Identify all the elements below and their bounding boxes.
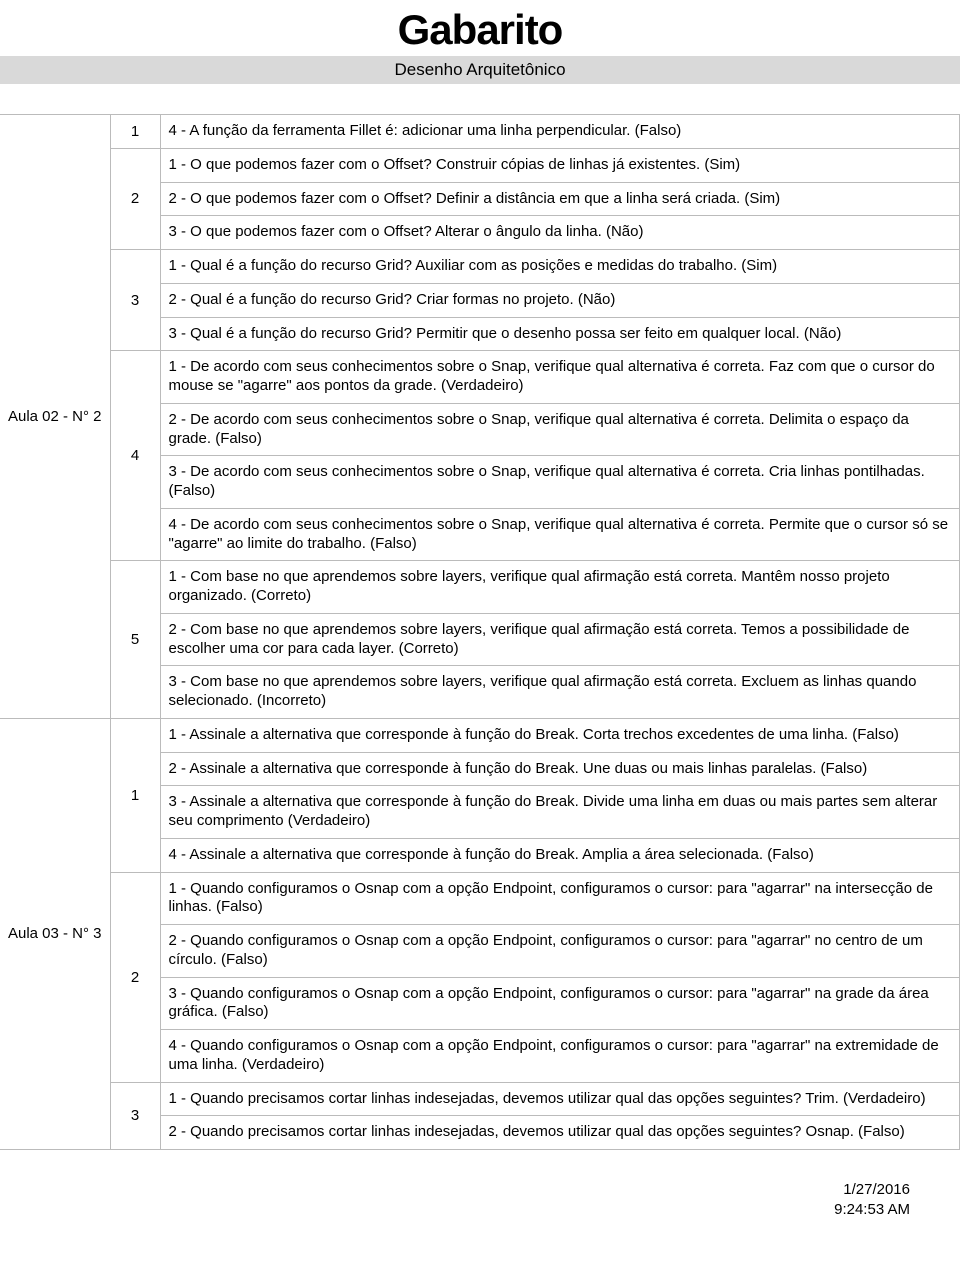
answer-text: 1 - Qual é a função do recurso Grid? Aux… (161, 250, 960, 283)
answer-text: 2 - Assinale a alternativa que correspon… (161, 752, 960, 786)
question-number: 5 (110, 561, 160, 719)
answer-text: 1 - Quando configuramos o Osnap com a op… (161, 873, 960, 925)
answer-text: 4 - Quando configuramos o Osnap com a op… (161, 1030, 960, 1082)
answer-text: 1 - Assinale a alternativa que correspon… (161, 719, 960, 752)
question-number: 2 (110, 148, 160, 249)
answer-text: 4 - De acordo com seus conhecimentos sob… (161, 508, 960, 560)
answer-text: 1 - Com base no que aprendemos sobre lay… (161, 561, 960, 613)
question-number: 2 (110, 872, 160, 1082)
question-number: 1 (110, 115, 160, 149)
answer-text: 2 - Quando configuramos o Osnap com a op… (161, 925, 960, 978)
answer-text: 1 - De acordo com seus conhecimentos sob… (161, 351, 960, 403)
answer-text: 3 - De acordo com seus conhecimentos sob… (161, 456, 960, 509)
footer-time: 9:24:53 AM (834, 1201, 910, 1218)
page-subtitle: Desenho Arquitetônico (0, 56, 960, 84)
answers-cell: 1 - Qual é a função do recurso Grid? Aux… (160, 250, 960, 351)
question-number: 3 (110, 1082, 160, 1150)
answer-text: 1 - Quando precisamos cortar linhas inde… (161, 1083, 960, 1116)
answer-text: 3 - O que podemos fazer com o Offset? Al… (161, 216, 960, 249)
page-footer: 1/27/2016 9:24:53 AM (0, 1150, 960, 1239)
answers-cell: 4 - A função da ferramenta Fillet é: adi… (160, 115, 960, 149)
answer-text: 4 - Assinale a alternativa que correspon… (161, 838, 960, 871)
answers-cell: 1 - Quando configuramos o Osnap com a op… (160, 872, 960, 1082)
answer-text: 2 - Quando precisamos cortar linhas inde… (161, 1116, 960, 1149)
answer-text: 2 - Com base no que aprendemos sobre lay… (161, 613, 960, 666)
lesson-label: Aula 02 - N° 2 (0, 115, 110, 719)
answers-cell: 1 - O que podemos fazer com o Offset? Co… (160, 148, 960, 249)
answer-text: 4 - A função da ferramenta Fillet é: adi… (161, 115, 960, 148)
answers-cell: 1 - De acordo com seus conhecimentos sob… (160, 351, 960, 561)
lesson-label: Aula 03 - N° 3 (0, 718, 110, 1149)
answer-text: 2 - De acordo com seus conhecimentos sob… (161, 403, 960, 456)
footer-date: 1/27/2016 (843, 1181, 910, 1198)
answers-cell: 1 - Assinale a alternativa que correspon… (160, 718, 960, 872)
answer-text: 3 - Assinale a alternativa que correspon… (161, 786, 960, 839)
answer-text: 2 - Qual é a função do recurso Grid? Cri… (161, 283, 960, 317)
question-number: 3 (110, 250, 160, 351)
answer-text: 2 - O que podemos fazer com o Offset? De… (161, 182, 960, 216)
answers-cell: 1 - Com base no que aprendemos sobre lay… (160, 561, 960, 719)
answer-text: 3 - Quando configuramos o Osnap com a op… (161, 977, 960, 1030)
answer-text: 3 - Com base no que aprendemos sobre lay… (161, 666, 960, 718)
page-title: Gabarito (0, 6, 960, 54)
answer-text: 1 - O que podemos fazer com o Offset? Co… (161, 149, 960, 182)
answer-key-table: Aula 02 - N° 214 - A função da ferrament… (0, 114, 960, 1150)
answer-text: 3 - Qual é a função do recurso Grid? Per… (161, 317, 960, 350)
question-number: 1 (110, 718, 160, 872)
question-number: 4 (110, 351, 160, 561)
answers-cell: 1 - Quando precisamos cortar linhas inde… (160, 1082, 960, 1150)
